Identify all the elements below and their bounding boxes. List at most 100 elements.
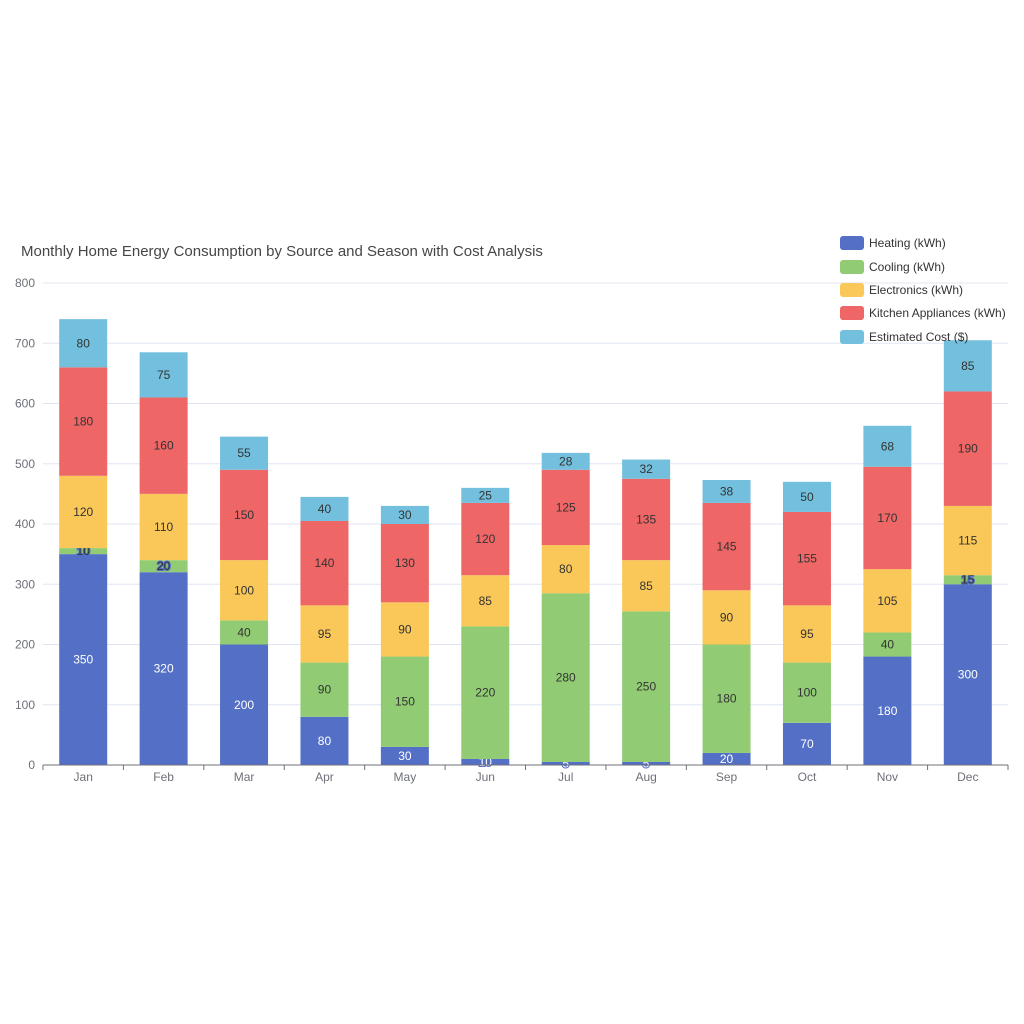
bar-heating-jul[interactable] — [541, 761, 590, 765]
x-tick-label: Feb — [153, 770, 174, 784]
bar-electronics-feb[interactable] — [139, 493, 188, 561]
bar-kitchen-feb[interactable] — [139, 397, 188, 494]
data-label: 320 — [154, 662, 174, 676]
bar-estimated-mar[interactable] — [220, 436, 269, 470]
data-label: 120 — [73, 505, 93, 519]
y-tick-label: 500 — [15, 457, 35, 471]
bar-electronics-jun[interactable] — [461, 575, 510, 627]
bar-cooling-jul[interactable] — [541, 593, 590, 762]
data-label: 300 — [958, 668, 978, 682]
bar-kitchen-mar[interactable] — [220, 469, 269, 561]
bar-estimated-dec[interactable] — [943, 340, 992, 392]
bar-electronics-jul[interactable] — [541, 545, 590, 594]
bar-cooling-jan[interactable] — [59, 548, 108, 555]
bar-heating-apr[interactable] — [300, 716, 349, 765]
bar-cooling-sep[interactable] — [702, 644, 751, 753]
data-label: 135 — [636, 512, 656, 526]
bar-heating-jan[interactable] — [59, 554, 108, 765]
bar-heating-mar[interactable] — [220, 644, 269, 766]
bar-heating-jun[interactable] — [461, 758, 510, 765]
data-label: 250 — [636, 680, 656, 694]
data-label: 180 — [717, 692, 737, 706]
bar-kitchen-dec[interactable] — [943, 391, 992, 506]
bar-electronics-jan[interactable] — [59, 475, 108, 549]
bar-electronics-sep[interactable] — [702, 590, 751, 645]
x-tick-label: May — [394, 770, 417, 784]
x-tick-label: Aug — [635, 770, 656, 784]
data-label: 80 — [77, 336, 91, 350]
bar-estimated-nov[interactable] — [863, 425, 912, 467]
bar-kitchen-may[interactable] — [380, 524, 429, 603]
bar-kitchen-sep[interactable] — [702, 502, 751, 591]
data-label: 20 — [157, 559, 171, 573]
bar-electronics-dec[interactable] — [943, 505, 992, 576]
data-label: 80 — [559, 562, 573, 576]
bar-cooling-may[interactable] — [380, 656, 429, 747]
bar-electronics-nov[interactable] — [863, 569, 912, 633]
bar-kitchen-aug[interactable] — [622, 478, 671, 561]
bar-cooling-oct[interactable] — [782, 662, 831, 723]
bar-cooling-nov[interactable] — [863, 632, 912, 657]
bar-heating-dec[interactable] — [943, 584, 992, 765]
bar-estimated-jun[interactable] — [461, 487, 510, 503]
data-label: 70 — [800, 737, 814, 751]
bar-heating-may[interactable] — [380, 746, 429, 765]
legend-item: Heating (kWh) — [869, 236, 946, 250]
grid — [43, 282, 1008, 706]
bar-estimated-oct[interactable] — [782, 481, 831, 512]
bar-heating-nov[interactable] — [863, 656, 912, 765]
data-label: 5 — [643, 756, 650, 770]
x-tick-label: Apr — [315, 770, 334, 784]
bar-kitchen-apr[interactable] — [300, 520, 349, 606]
data-label: 55 — [237, 446, 251, 460]
bar-kitchen-jul[interactable] — [541, 469, 590, 546]
bar-electronics-mar[interactable] — [220, 560, 269, 621]
data-label: 150 — [395, 695, 415, 709]
data-label: 170 — [877, 511, 897, 525]
bar-electronics-may[interactable] — [380, 602, 429, 657]
data-label: 30 — [398, 749, 412, 763]
data-label: 50 — [800, 490, 814, 504]
bar-cooling-jun[interactable] — [461, 626, 510, 759]
bar-electronics-oct[interactable] — [782, 605, 831, 663]
data-label: 68 — [881, 439, 895, 453]
data-label: 90 — [318, 683, 332, 697]
bar-estimated-jan[interactable] — [59, 319, 108, 368]
data-label: 130 — [395, 556, 415, 570]
y-tick-label: 200 — [15, 638, 35, 652]
bar-cooling-mar[interactable] — [220, 620, 269, 645]
bar-estimated-jul[interactable] — [541, 452, 590, 470]
bar-heating-aug[interactable] — [622, 761, 671, 765]
bar-estimated-apr[interactable] — [300, 496, 349, 521]
data-label: 40 — [318, 502, 332, 516]
data-label: 15 — [961, 573, 975, 587]
data-label: 80 — [318, 734, 332, 748]
bar-kitchen-nov[interactable] — [863, 466, 912, 570]
bar-heating-oct[interactable] — [782, 722, 831, 765]
data-label: 28 — [559, 454, 573, 468]
bar-kitchen-jun[interactable] — [461, 502, 510, 576]
data-label: 100 — [797, 686, 817, 700]
bar-electronics-aug[interactable] — [622, 560, 671, 612]
bar-heating-feb[interactable] — [139, 572, 188, 765]
chart-title: Monthly Home Energy Consumption by Sourc… — [21, 243, 543, 260]
bar-heating-sep[interactable] — [702, 752, 751, 765]
legend-swatch-icon — [840, 330, 864, 344]
bar-estimated-may[interactable] — [380, 505, 429, 524]
legend[interactable]: Heating (kWh) Cooling (kWh) Electronics (k… — [840, 236, 1006, 344]
data-label: 120 — [475, 532, 495, 546]
bar-cooling-dec[interactable] — [943, 575, 992, 585]
bar-cooling-aug[interactable] — [622, 611, 671, 762]
bar-estimated-feb[interactable] — [139, 352, 188, 398]
x-tick-label: Jan — [74, 770, 93, 784]
bar-cooling-feb[interactable] — [139, 560, 188, 573]
bar-estimated-sep[interactable] — [702, 480, 751, 503]
bar-kitchen-jan[interactable] — [59, 367, 108, 476]
data-label: 350 — [73, 653, 93, 667]
bar-estimated-aug[interactable] — [622, 459, 671, 479]
bar-cooling-apr[interactable] — [300, 662, 349, 717]
bar-electronics-apr[interactable] — [300, 605, 349, 663]
bar-kitchen-oct[interactable] — [782, 511, 831, 606]
data-label: 32 — [639, 462, 653, 476]
data-label: 200 — [234, 698, 254, 712]
